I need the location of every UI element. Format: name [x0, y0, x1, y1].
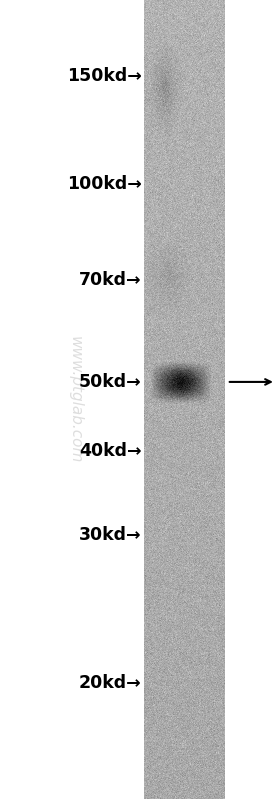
Text: 100kd→: 100kd→	[67, 175, 141, 193]
Text: www.ptglab.com: www.ptglab.com	[68, 336, 83, 463]
Text: 50kd→: 50kd→	[79, 373, 141, 391]
Text: 30kd→: 30kd→	[79, 527, 141, 544]
Text: 20kd→: 20kd→	[79, 674, 141, 692]
Text: 150kd→: 150kd→	[67, 67, 141, 85]
Text: 40kd→: 40kd→	[79, 443, 141, 460]
Text: 70kd→: 70kd→	[79, 271, 141, 288]
